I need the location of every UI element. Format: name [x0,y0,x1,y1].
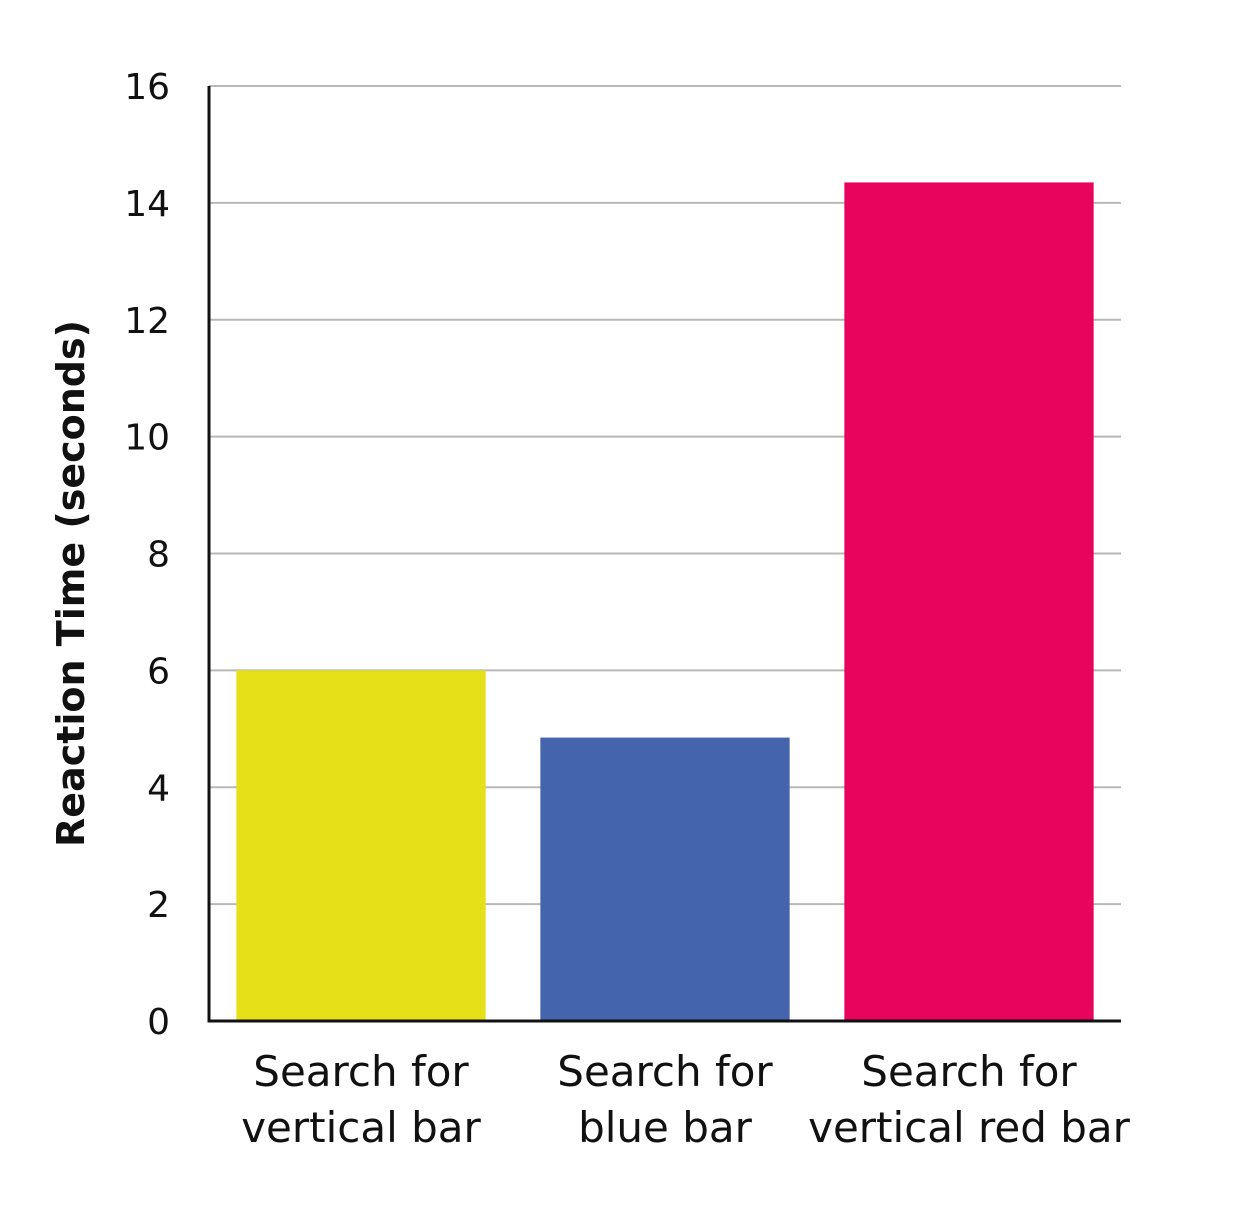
y-tick-label: 12 [124,301,170,342]
y-tick-label: 8 [147,535,170,576]
y-tick-label: 16 [124,67,170,108]
x-category-label: vertical red bar [808,1103,1131,1152]
x-category-labels: Search for vertical bar Search for blue bar… [241,1047,1130,1152]
bar-1 [236,670,486,1021]
x-category-label: blue bar [578,1103,753,1152]
y-axis-title: Reaction Time (seconds) [49,320,93,847]
x-category-label: Search for [861,1047,1077,1096]
x-category-label: Search for [253,1047,469,1096]
x-category-label: vertical bar [241,1103,481,1152]
x-category-label: Search for [557,1047,773,1096]
bars [236,182,1094,1021]
y-tick-label: 6 [147,651,170,692]
y-tick-label: 2 [147,885,170,926]
y-tick-labels: 0 2 4 6 8 10 12 14 16 [124,67,170,1043]
axes [207,86,1121,1023]
y-tick-label: 0 [147,1002,170,1043]
y-tick-label: 10 [124,418,170,459]
bar-2 [540,737,790,1021]
bar-3 [844,182,1094,1021]
y-tick-label: 4 [147,768,170,809]
y-tick-label: 14 [124,184,170,225]
